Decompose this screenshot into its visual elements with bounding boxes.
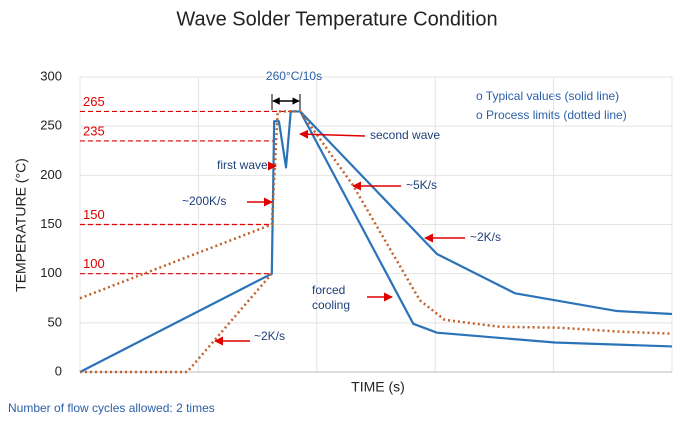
- chart-title: Wave Solder Temperature Condition: [176, 8, 497, 30]
- y-tick-label: 300: [40, 68, 62, 83]
- annotation-arrow: [299, 129, 366, 139]
- footnote: Number of flow cycles allowed: 2 times: [8, 401, 215, 415]
- y-tick-label: 50: [48, 314, 62, 329]
- annotation-line: cooling: [312, 298, 350, 312]
- annotation: ~5K/s: [406, 178, 437, 192]
- reference-label: 235: [83, 123, 105, 138]
- y-axis-label: TEMPERATURE (°C): [13, 158, 29, 292]
- reference-label: 150: [83, 207, 105, 222]
- annotation: first wave: [217, 158, 268, 172]
- y-tick-label: 0: [55, 363, 62, 378]
- window-label: 260°C/10s: [266, 69, 322, 83]
- y-tick-label: 100: [40, 265, 62, 280]
- y-tick-label: 200: [40, 167, 62, 182]
- annotation: ~200K/s: [182, 194, 226, 208]
- series-line: [79, 110, 673, 373]
- annotation: ~2K/s: [470, 230, 501, 244]
- series-line: [299, 110, 673, 316]
- annotation: ~2K/s: [254, 329, 285, 343]
- series-line: [80, 272, 273, 374]
- reference-label: 100: [83, 256, 105, 271]
- y-tick-label: 150: [40, 216, 62, 231]
- x-axis-label: TIME (s): [351, 379, 405, 395]
- note: o Process limits (dotted line): [476, 108, 627, 122]
- annotation: second wave: [370, 128, 440, 142]
- annotation-line: forced: [312, 283, 345, 297]
- series-line: [79, 110, 673, 335]
- y-tick-label: 250: [40, 118, 62, 133]
- note: o Typical values (solid line): [476, 89, 619, 103]
- annotation: forced cooling: [312, 283, 350, 312]
- reference-label: 265: [83, 94, 105, 109]
